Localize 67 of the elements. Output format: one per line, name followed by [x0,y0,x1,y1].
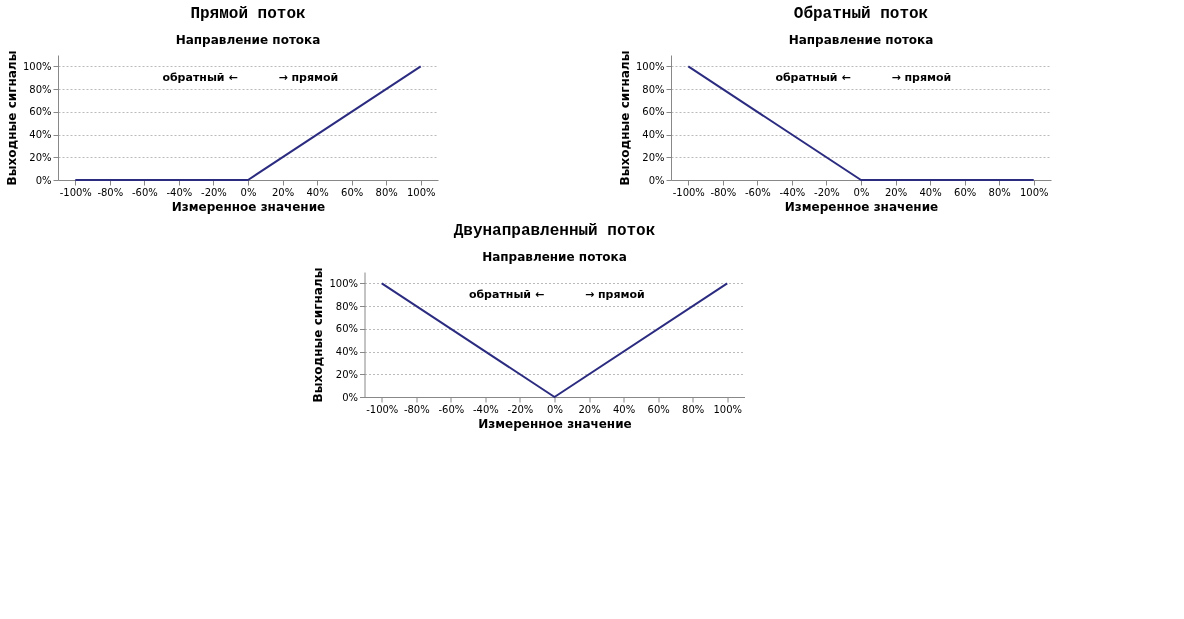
chart-title: Обратный поток [793,5,929,24]
x-tick-label: -40% [779,186,806,198]
x-axis-title: Измеренное значение [784,199,939,214]
x-tick-label: -40% [472,403,499,415]
y-tick-label: 60% [642,106,665,118]
y-tick-label: 100% [329,277,358,289]
y-tick-label: 100% [22,60,52,72]
x-tick-label: -80% [97,186,124,198]
x-tick-label: -60% [438,403,465,415]
annotation: → прямой [278,70,339,84]
x-tick-label: 0% [240,186,257,198]
y-tick-label: 0% [648,174,665,186]
y-tick-label: 80% [29,83,52,95]
x-tick-label: -20% [814,186,840,198]
y-tick-label: 80% [335,300,358,312]
y-axis-title: Выходные сигналы [617,50,632,186]
x-tick-label: 40% [612,403,636,415]
y-tick-label: 20% [642,151,665,163]
y-tick-label: 40% [335,346,358,358]
x-tick-label: -20% [201,186,227,198]
x-tick-label: 80% [375,186,398,198]
annotation: обратный ← [162,70,238,84]
y-tick-label: 40% [642,129,665,141]
y-tick-label: 0% [342,391,358,403]
x-tick-label: 40% [306,186,329,198]
y-tick-label: 60% [29,106,52,118]
x-tick-label: -100% [366,403,399,415]
x-tick-label: 100% [406,186,436,198]
y-tick-label: 60% [335,323,358,335]
x-tick-label: 20% [271,186,295,198]
y-tick-label: 80% [642,83,665,95]
x-tick-label: 20% [578,403,601,415]
x-tick-label: 40% [919,186,942,198]
chart-title: Двунаправленный поток [453,222,656,241]
x-tick-label: 80% [988,186,1011,198]
x-tick-label: 0% [547,403,563,415]
y-tick-label: 20% [335,368,358,380]
chart-subtitle: Направление потока [482,250,627,265]
x-axis-title: Измеренное значение [478,416,632,431]
x-tick-label: 60% [954,186,977,198]
x-tick-label: 100% [713,403,743,415]
x-tick-label: -40% [166,186,193,198]
annotation: обратный ← [468,287,545,301]
x-tick-label: -80% [403,403,430,415]
annotation: обратный ← [775,70,851,84]
annotation: → прямой [891,70,952,84]
y-tick-label: 0% [35,174,52,186]
x-tick-label: -60% [744,186,771,198]
x-tick-label: -80% [710,186,737,198]
chart-subtitle: Направление потока [788,33,934,48]
y-axis-title: Выходные сигналы [4,50,19,186]
y-tick-label: 20% [29,151,52,163]
y-axis-title: Выходные сигналы [311,267,326,403]
x-tick-label: 80% [682,403,705,415]
x-tick-label: 0% [853,186,870,198]
annotation: → прямой [584,287,645,301]
y-tick-label: 100% [635,60,665,72]
x-tick-label: 100% [1019,186,1049,198]
chart-subtitle: Направление потока [175,33,321,48]
y-tick-label: 40% [29,129,52,141]
chart-title: Прямой поток [190,5,307,24]
x-tick-label: 20% [884,186,908,198]
x-tick-label: -20% [507,403,534,415]
x-tick-label: -100% [672,186,705,198]
x-axis-title: Измеренное значение [171,199,326,214]
x-tick-label: -100% [59,186,92,198]
x-tick-label: -60% [131,186,158,198]
